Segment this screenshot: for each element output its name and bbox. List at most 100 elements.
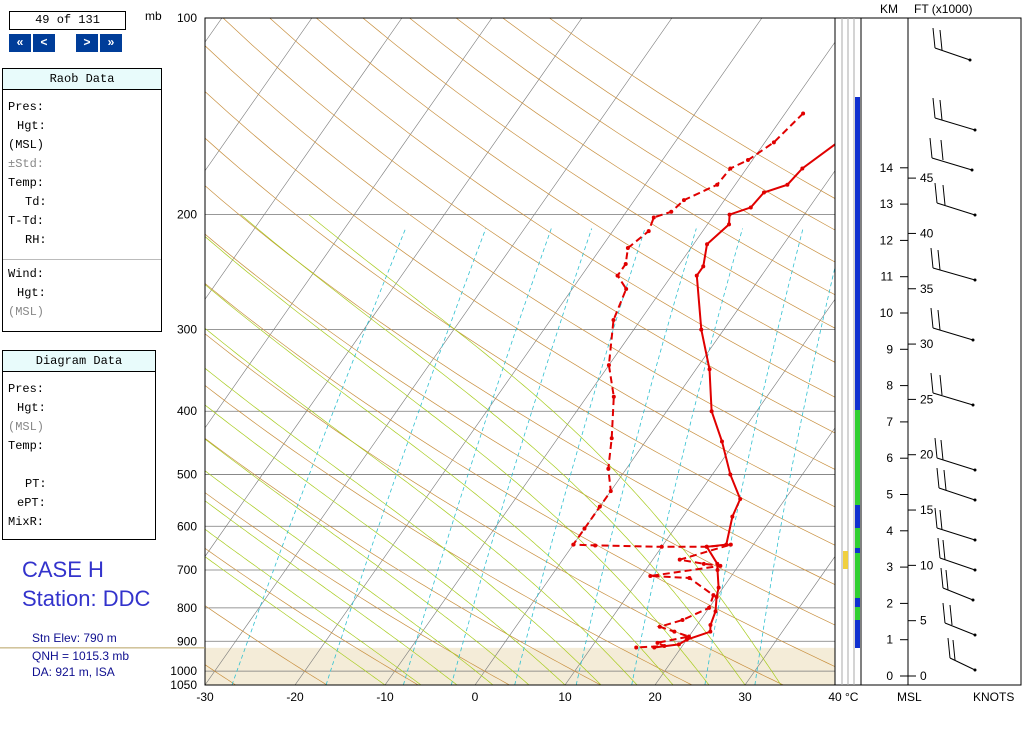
case-label: CASE H [22, 557, 104, 582]
dewpoint-point [728, 542, 733, 547]
dry-adiabat [362, 18, 835, 329]
dewpoint-point [677, 557, 682, 562]
km-tick-label: 2 [886, 596, 893, 610]
wind-barb-flag [929, 137, 933, 159]
mixing-ratio-line [704, 228, 804, 685]
next-button[interactable]: > [76, 34, 98, 52]
dewpoint-point [606, 466, 611, 471]
raob-msl-label: (MSL) [8, 138, 45, 152]
pressure-tick-label: 600 [177, 519, 197, 533]
first-button[interactable]: « [9, 34, 31, 52]
wind-barb-point [973, 668, 977, 672]
dewpoint-point [728, 166, 733, 171]
cloud-band [855, 607, 860, 620]
raob-td-label: Td: [25, 195, 47, 209]
ft-tick-label: 0 [920, 669, 927, 683]
km-tick-label: 0 [886, 669, 893, 683]
temperature-tick-label: 30 [738, 690, 752, 704]
km-tick-label: 10 [880, 306, 894, 320]
dewpoint-point [611, 318, 616, 323]
temperature-point [715, 567, 720, 572]
plot-border [204, 17, 836, 686]
dry-adiabat [549, 18, 835, 199]
temperature-tick-label: 40 [828, 690, 842, 704]
ft-axis-label: FT (x1000) [914, 2, 972, 16]
wind-barb [944, 622, 976, 636]
raob-temp-label: Temp: [8, 176, 45, 190]
isotherm [205, 18, 673, 685]
wind-barb-point [973, 633, 977, 637]
cloud-band [855, 553, 860, 598]
dry-adiabat [205, 91, 835, 508]
wind-barb-point [973, 468, 977, 472]
wind-barb-point [973, 498, 977, 502]
cloud-band [855, 598, 860, 607]
dewpoint-point [704, 544, 709, 549]
temperature-point [705, 242, 710, 247]
dewpoint-point [659, 544, 664, 549]
wind-barb [932, 267, 976, 281]
cloud-band [855, 528, 860, 548]
wind-barb-flag [947, 637, 951, 659]
temperature-point [684, 637, 689, 642]
cloud-band [855, 505, 860, 528]
dewpoint-point [623, 261, 628, 266]
temperature-trace[interactable] [654, 113, 863, 649]
wind-barb [939, 557, 976, 571]
dewpoint-point [606, 363, 611, 368]
moist-adiabat [308, 214, 782, 685]
dewpoint-point [672, 629, 677, 634]
temperature-point [738, 496, 743, 501]
ft-tick-label: 35 [920, 282, 934, 296]
ft-tick-label: 40 [920, 226, 934, 240]
wind-barb-point [971, 403, 975, 407]
raob-ttd-label: T-Td: [8, 214, 45, 228]
y-axis-unit-label: mb [145, 9, 162, 23]
dewpoint-point [686, 634, 691, 639]
pressure-tick-label: 800 [177, 601, 197, 615]
raob-data-panel: Raob Data Pres: Hgt: (MSL) ±Std: Temp: T… [2, 68, 162, 332]
wind-barb-flag [952, 639, 956, 661]
temperature-tick-label: 20 [648, 690, 662, 704]
dewpoint-point [718, 563, 723, 568]
dewpoint-point [609, 436, 614, 441]
pressure-tick-label: 200 [177, 208, 197, 222]
station-qnh: QNH = 1015.3 mb [32, 649, 130, 663]
dewpoint-point [706, 605, 711, 610]
wind-barb [942, 587, 974, 601]
pressure-tick-label: 400 [177, 404, 197, 418]
temperature-point [716, 585, 721, 590]
ft-tick-label: 30 [920, 337, 934, 351]
raob-panel-title: Raob Data [3, 69, 161, 90]
raob-pres-label: Pres: [8, 100, 45, 114]
wind-barb-flag [940, 439, 944, 461]
ft-tick-label: 45 [920, 171, 934, 185]
last-button[interactable]: » [100, 34, 122, 52]
cloud-strip [834, 17, 862, 686]
temperature-tick-label: 10 [558, 690, 572, 704]
dewpoint-point [681, 198, 686, 203]
diagram-panel-title: Diagram Data [3, 351, 155, 372]
wind-barb-flag [937, 537, 941, 559]
raob-wind-label: Wind: [8, 267, 45, 281]
wind-barb-point [973, 278, 977, 282]
wind-barb-flag [940, 139, 944, 161]
dewpoint-point [634, 645, 639, 650]
diag-pres-label: Pres: [8, 382, 45, 396]
temperature-point [748, 205, 753, 210]
wind-barb [936, 202, 976, 216]
record-counter: 49 of 131 [9, 11, 126, 30]
knots-axis-label: KNOTS [973, 690, 1014, 704]
dewpoint-point [669, 209, 674, 214]
strip-frame [834, 17, 862, 686]
dewpoint-point [571, 542, 576, 547]
prev-button[interactable]: < [33, 34, 55, 52]
temperature-point [709, 409, 714, 414]
dewpoint-trace[interactable] [571, 112, 804, 649]
temperature-point [800, 166, 805, 171]
wind-barb-flag [939, 99, 943, 121]
dewpoint-point [655, 640, 660, 645]
km-tick-label: 13 [880, 197, 894, 211]
temperature-point [704, 544, 709, 549]
temperature-point [861, 111, 865, 115]
